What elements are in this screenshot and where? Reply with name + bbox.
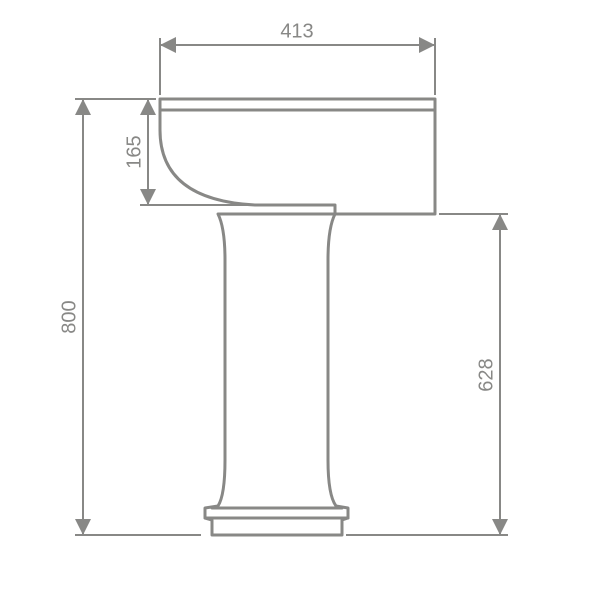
dimension-pedestal-height: 628 — [346, 214, 508, 535]
basin-outline — [160, 99, 435, 214]
dim-basin-height-label: 165 — [123, 135, 145, 168]
dimension-width-top: 413 — [160, 20, 435, 95]
dim-total-height-label: 800 — [58, 300, 80, 333]
dim-pedestal-height-label: 628 — [475, 358, 497, 391]
dim-width-top-label: 413 — [280, 20, 313, 42]
pedestal-outline — [205, 214, 348, 535]
technical-drawing: 413 165 800 628 — [0, 0, 600, 600]
dimension-basin-height: 165 — [123, 99, 251, 205]
